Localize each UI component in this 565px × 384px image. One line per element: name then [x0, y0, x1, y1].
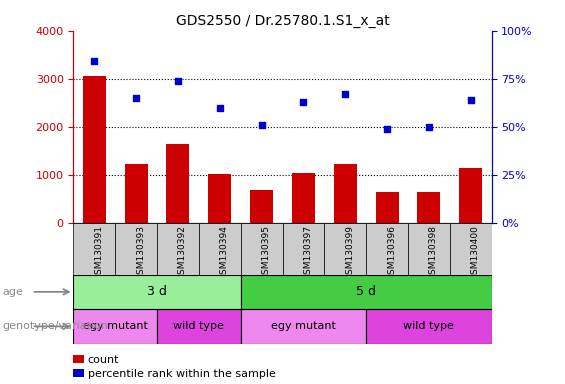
Text: egy mutant: egy mutant: [271, 321, 336, 331]
Bar: [366, 309, 492, 344]
Point: [173, 78, 182, 84]
Bar: [73, 275, 241, 309]
Bar: [292, 173, 315, 223]
Bar: [366, 223, 408, 275]
Point: [299, 99, 308, 105]
Bar: [241, 275, 492, 309]
Bar: [324, 223, 366, 275]
Bar: [282, 223, 324, 275]
Text: GSM130398: GSM130398: [429, 225, 438, 280]
Bar: [73, 223, 115, 275]
Point: [383, 126, 392, 132]
Point: [466, 97, 475, 103]
Bar: [115, 223, 157, 275]
Point: [257, 122, 266, 128]
Text: GSM130397: GSM130397: [303, 225, 312, 280]
Text: wild type: wild type: [403, 321, 454, 331]
Text: genotype/variation: genotype/variation: [3, 321, 109, 331]
Bar: [167, 144, 189, 223]
Bar: [418, 192, 440, 223]
Text: GSM130396: GSM130396: [387, 225, 396, 280]
Bar: [408, 223, 450, 275]
Point: [424, 124, 433, 130]
Text: percentile rank within the sample: percentile rank within the sample: [88, 369, 276, 379]
Text: egy mutant: egy mutant: [83, 321, 147, 331]
Text: GSM130394: GSM130394: [220, 225, 229, 280]
Text: 3 d: 3 d: [147, 285, 167, 298]
Text: GSM130391: GSM130391: [94, 225, 103, 280]
Bar: [83, 76, 106, 223]
Bar: [250, 190, 273, 223]
Point: [90, 58, 99, 65]
Text: wild type: wild type: [173, 321, 224, 331]
Bar: [73, 309, 157, 344]
Bar: [241, 309, 366, 344]
Bar: [459, 167, 482, 223]
Text: GSM130400: GSM130400: [471, 225, 480, 280]
Text: count: count: [88, 355, 119, 365]
Bar: [334, 164, 357, 223]
Text: GSM130395: GSM130395: [262, 225, 271, 280]
Bar: [157, 223, 199, 275]
Point: [132, 95, 141, 101]
Text: GSM130392: GSM130392: [178, 225, 187, 280]
Bar: [376, 192, 398, 223]
Bar: [208, 174, 231, 223]
Point: [215, 104, 224, 111]
Text: age: age: [3, 287, 24, 297]
Bar: [157, 309, 241, 344]
Point: [341, 91, 350, 97]
Text: 5 d: 5 d: [356, 285, 376, 298]
Title: GDS2550 / Dr.25780.1.S1_x_at: GDS2550 / Dr.25780.1.S1_x_at: [176, 14, 389, 28]
Bar: [199, 223, 241, 275]
Bar: [450, 223, 492, 275]
Text: GSM130393: GSM130393: [136, 225, 145, 280]
Bar: [125, 164, 147, 223]
Bar: [241, 223, 282, 275]
Text: GSM130399: GSM130399: [345, 225, 354, 280]
